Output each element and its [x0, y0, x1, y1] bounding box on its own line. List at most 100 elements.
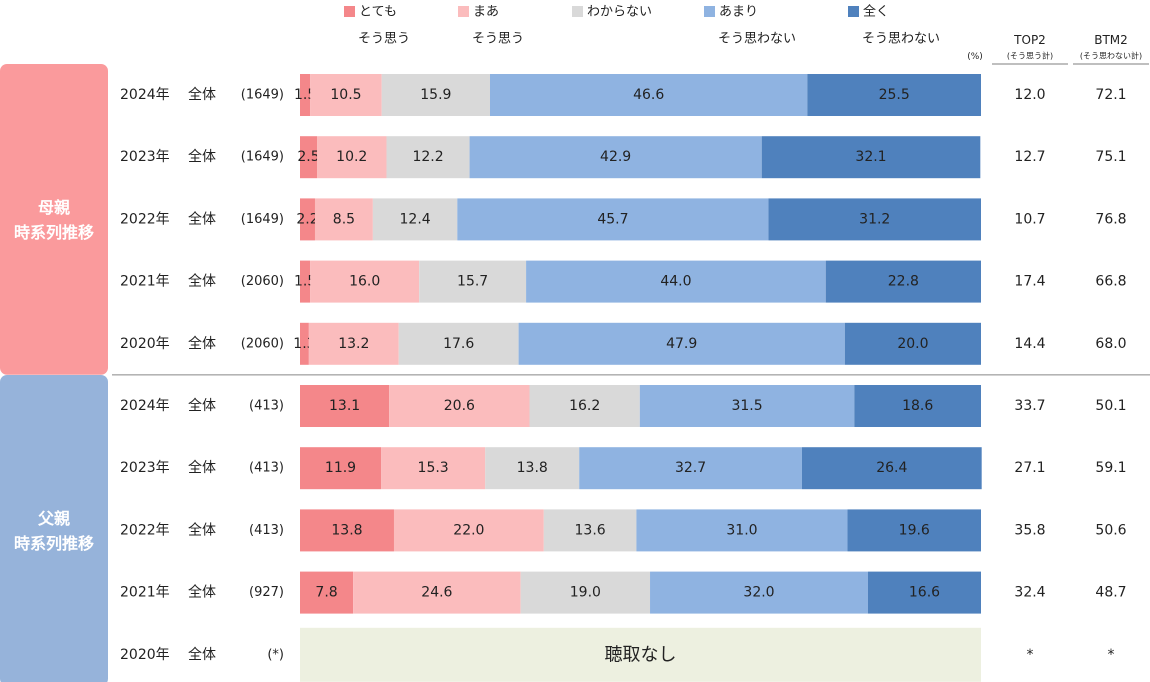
- bar-segment: [650, 571, 868, 614]
- bar-segment: [847, 509, 981, 552]
- bar-segment: [761, 136, 981, 179]
- row-segment-label: 全体: [188, 459, 216, 476]
- bar-value-label: 8.5: [333, 211, 355, 227]
- bar-segment: [518, 322, 845, 365]
- btm2-value: 75.1: [1095, 149, 1126, 165]
- chart-row: 2021年 全体 (2060) 1.5 16.0 15.7 44.0 22.8 17.4 66.8: [120, 260, 1127, 303]
- bar-value-label: 15.3: [418, 460, 449, 476]
- bar-segment: [807, 74, 981, 116]
- bar-segment: [579, 447, 802, 490]
- top2-value: 33.7: [1014, 398, 1045, 414]
- bar-value-label: 13.6: [575, 522, 606, 538]
- bar-segment: [398, 322, 519, 365]
- bar-value-label: 32.7: [675, 460, 706, 476]
- top2-value: 12.0: [1014, 87, 1045, 103]
- top2-value: 35.8: [1014, 522, 1045, 538]
- bar-value-label: 22.8: [888, 274, 919, 290]
- bar-value-label: 10.2: [336, 149, 367, 165]
- bar-segment: [300, 198, 315, 241]
- bar-value-label: 31.5: [731, 398, 762, 414]
- btm2-value: 48.7: [1095, 585, 1126, 601]
- bar-value-label: 11.9: [325, 460, 356, 476]
- legend-label: あまり: [719, 5, 758, 20]
- bar-value-label: 13.1: [329, 398, 360, 414]
- bar-value-label: 17.6: [443, 336, 474, 352]
- bar-segment: [636, 509, 848, 552]
- row-segment-label: 全体: [188, 148, 216, 165]
- bar-segment: [639, 385, 855, 427]
- summary-subheader: (そう思わない計): [1080, 51, 1142, 61]
- legend-item: わからない: [572, 5, 652, 20]
- bar-value-label: 42.9: [600, 149, 631, 165]
- bar-value-label: 19.0: [570, 585, 601, 601]
- bar-value-label: 32.0: [743, 585, 774, 601]
- btm2-value: 72.1: [1095, 87, 1126, 103]
- legend-swatch: [458, 6, 469, 17]
- bar-value-label: 45.7: [597, 211, 628, 227]
- row-year-label: 2021年: [120, 585, 170, 601]
- bar-segment: [310, 74, 382, 116]
- top2-value: 32.4: [1014, 585, 1045, 601]
- group-name: 母親: [38, 198, 70, 217]
- bar-value-label: 22.0: [453, 522, 484, 538]
- chart-row: 2023年 全体 (1649) 2.5 10.2 12.2 42.9 32.1 12.7 75.1: [120, 136, 1127, 179]
- bar-segment: [381, 74, 490, 116]
- row-year-label: 2023年: [120, 149, 170, 165]
- btm2-value: *: [1108, 647, 1115, 663]
- bar-value-label: 26.4: [876, 460, 907, 476]
- bar-segment: [419, 260, 527, 303]
- bar-segment: [389, 385, 530, 427]
- legend-swatch: [344, 6, 355, 17]
- row-year-label: 2022年: [120, 522, 170, 538]
- row-sample-size: (413): [249, 399, 284, 414]
- bar-value-label: 31.0: [726, 522, 757, 538]
- row-segment-label: 全体: [188, 397, 216, 414]
- row-sample-size: (2060): [241, 274, 284, 289]
- legend-label: 全く: [863, 4, 889, 20]
- chart-row: 2020年 全体 (2060) 1.3 13.2 17.6 47.9 20.0 14.4 68.0: [120, 322, 1127, 365]
- legend-label-line2: そう思わない: [862, 32, 940, 47]
- bar-value-label: 10.5: [330, 87, 361, 103]
- summary-subheader: (そう思う計): [1007, 51, 1053, 61]
- bar-value-label: 7.8: [315, 585, 337, 601]
- bar-segment: [485, 447, 580, 490]
- bar-value-label: 47.9: [666, 336, 697, 352]
- summary-header: TOP2: [1013, 33, 1046, 47]
- bar-segment: [825, 260, 981, 303]
- row-sample-size: (413): [249, 523, 284, 538]
- bar-value-label: 16.6: [909, 585, 940, 601]
- bar-value-label: 46.6: [633, 87, 664, 103]
- legend-label: とても: [359, 5, 397, 20]
- legend-swatch: [704, 6, 715, 17]
- legend-label-line2: そう思う: [472, 32, 524, 47]
- bar-segment: [300, 447, 382, 490]
- bar-segment: [300, 509, 394, 552]
- bar-value-label: 20.6: [444, 398, 475, 414]
- no-data-label: 聴取なし: [605, 644, 677, 665]
- legend-swatch: [848, 6, 859, 17]
- row-sample-size: (*): [267, 647, 284, 662]
- row-segment-label: 全体: [188, 584, 216, 601]
- bar-segment: [844, 322, 981, 365]
- btm2-value: 50.6: [1095, 522, 1126, 538]
- bar-segment: [768, 198, 981, 241]
- bar-value-label: 25.5: [879, 87, 910, 103]
- top2-value: *: [1027, 647, 1034, 663]
- row-segment-label: 全体: [188, 273, 216, 290]
- group-name: 父親: [37, 509, 70, 528]
- bar-value-label: 13.2: [338, 336, 369, 352]
- legend-label-line2: そう思う: [358, 32, 410, 47]
- row-year-label: 2020年: [120, 336, 170, 352]
- bar-value-label: 12.2: [412, 149, 443, 165]
- row-segment-label: 全体: [188, 521, 216, 538]
- chart-row: 2024年 全体 (1649) 1.5 10.5 15.9 46.6 25.5 12.0 72.1: [120, 74, 1127, 116]
- row-sample-size: (2060): [241, 336, 284, 351]
- group-subname: 時系列推移: [14, 534, 94, 553]
- top2-value: 17.4: [1014, 274, 1045, 290]
- bar-segment: [308, 322, 399, 365]
- top2-value: 10.7: [1014, 211, 1045, 227]
